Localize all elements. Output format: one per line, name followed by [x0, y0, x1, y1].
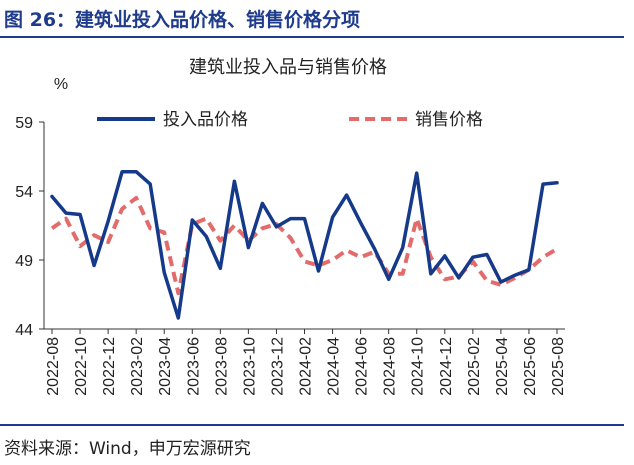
y-tick-label: 54: [15, 184, 33, 201]
line-chart: 建筑业投入品与销售价格 % 投入品价格 销售价格 44 49 54 59 2022-0…: [15, 57, 567, 396]
y-axis-ticks: 44 49 54 59: [15, 115, 45, 339]
x-tick-label: 2024-10: [410, 337, 427, 396]
chart-title: 建筑业投入品与销售价格: [189, 57, 387, 78]
x-tick-label: 2024-08: [382, 337, 399, 396]
x-tick-label: 2025-04: [494, 337, 511, 396]
x-tick-label: 2024-02: [298, 337, 315, 396]
legend-label-sales-price: 销售价格: [415, 110, 483, 130]
x-tick-label: 2025-08: [550, 337, 567, 396]
x-tick-label: 2023-08: [213, 337, 230, 396]
legend-label-input-price: 投入品价格: [163, 110, 248, 130]
x-tick-label: 2022-12: [101, 337, 118, 396]
x-tick-label: 2022-10: [73, 337, 90, 396]
x-tick-label: 2024-12: [438, 337, 455, 396]
figure-title: 图 26：建筑业投入品价格、销售价格分项: [4, 9, 361, 31]
x-tick-label: 2024-04: [326, 337, 343, 396]
bottom-divider: [0, 424, 624, 426]
y-axis-unit: %: [54, 76, 68, 93]
x-tick-label: 2023-10: [241, 337, 258, 396]
x-axis: 2022-08 2022-10 2022-12 2023-02 2023-04 2023-…: [44, 328, 567, 396]
x-tick-label: 2025-06: [522, 337, 539, 396]
title-divider: [0, 36, 624, 38]
x-tick-label: 2023-02: [129, 337, 146, 396]
x-tick-label: 2024-06: [354, 337, 371, 396]
y-tick-label: 44: [15, 322, 33, 339]
series-line-sales-price: [50, 195, 559, 296]
x-tick-label: 2023-04: [157, 337, 174, 396]
legend: 投入品价格 销售价格: [97, 110, 483, 130]
x-tick-label: 2022-08: [45, 337, 62, 396]
x-tick-label: 2025-02: [466, 337, 483, 396]
y-tick-label: 49: [15, 253, 33, 270]
y-tick-label: 59: [15, 115, 33, 132]
series-line-input-price: [50, 169, 559, 320]
source-note: 资料来源：Wind，申万宏源研究: [4, 439, 251, 459]
x-tick-label: 2023-06: [185, 337, 202, 396]
series-layer: [50, 169, 559, 320]
x-tick-label: 2023-12: [269, 337, 286, 396]
